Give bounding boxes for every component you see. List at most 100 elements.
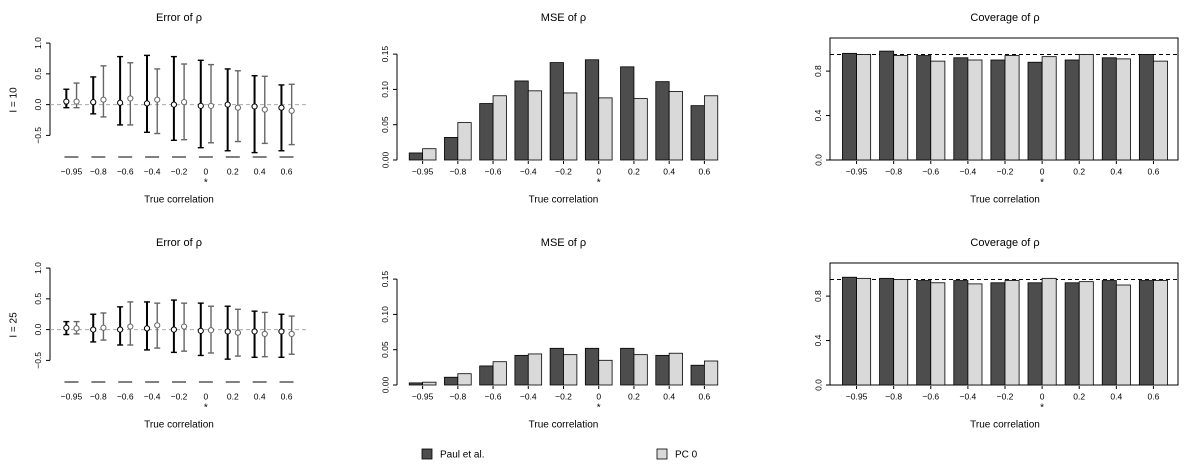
x-tick-label: 0.2 <box>1073 391 1085 401</box>
bar <box>703 95 719 161</box>
y-tick-label: −0.5 <box>33 127 43 144</box>
point <box>261 330 268 338</box>
x-tick-label: 0.2 <box>1073 166 1085 176</box>
bar <box>479 103 494 161</box>
bar <box>598 97 613 161</box>
y-tick-label: 0.8 <box>813 65 823 77</box>
bar <box>1101 57 1117 161</box>
x-tick-label: −0.8 <box>90 391 107 401</box>
point <box>90 99 97 106</box>
bar <box>633 354 648 386</box>
x-tick-label: 0.2 <box>628 166 640 176</box>
y-tick-label: 0.10 <box>380 306 390 323</box>
y-tick-label: 0.5 <box>33 68 43 80</box>
bar <box>967 283 983 386</box>
y-tick-label: 0.8 <box>813 290 823 302</box>
y-tick-label: 0.0 <box>813 154 823 166</box>
point <box>278 328 285 335</box>
panel-title: Coverage of ρ <box>970 237 1039 249</box>
x-tick-label: 0.2 <box>227 166 239 176</box>
bar <box>856 277 872 386</box>
legend-label: PC 0 <box>675 450 698 461</box>
x-tick-label: 0.6 <box>698 166 710 176</box>
bar <box>953 280 969 386</box>
x-tick-label: −0.2 <box>171 166 188 176</box>
x-tick-label: −0.95 <box>846 391 868 401</box>
bar <box>916 55 932 161</box>
bar <box>527 90 543 161</box>
bar <box>930 60 946 161</box>
bar <box>967 59 983 161</box>
point <box>63 98 70 105</box>
bar <box>1101 280 1117 386</box>
y-tick-label: 0.5 <box>33 293 43 305</box>
x-tick-label: 0 <box>1040 166 1045 176</box>
annotation: * <box>1040 403 1044 414</box>
x-tick-label: 0.6 <box>1148 391 1160 401</box>
panel-title: Error of ρ <box>156 237 202 249</box>
y-tick-label: 0.4 <box>813 109 823 121</box>
row-label: I = 25 <box>9 312 20 338</box>
x-tick-label: 0 <box>1040 391 1045 401</box>
y-tick-label: 0.0 <box>33 323 43 335</box>
point <box>261 106 268 113</box>
bar <box>408 152 424 161</box>
x-tick-label: −0.4 <box>520 166 537 176</box>
y-tick-label: 0.0 <box>813 379 823 391</box>
bar <box>457 122 472 161</box>
point <box>73 325 80 332</box>
x-tick-label: −0.2 <box>555 166 572 176</box>
x-axis-label: True correlation <box>970 195 1040 206</box>
point <box>117 326 124 333</box>
y-tick-label: 1.0 <box>33 262 43 274</box>
y-tick-label: 0.10 <box>380 81 390 98</box>
y-tick-label: 1.0 <box>33 37 43 49</box>
point <box>234 104 241 111</box>
point <box>251 103 258 110</box>
bar <box>655 354 670 386</box>
panel-title: Error of ρ <box>156 12 202 24</box>
bar <box>527 353 543 386</box>
bar <box>690 364 705 386</box>
x-tick-label: −0.6 <box>485 391 502 401</box>
point <box>170 326 177 333</box>
point <box>181 99 188 106</box>
x-axis-label: True correlation <box>970 420 1040 431</box>
point <box>154 322 161 329</box>
x-tick-label: 0.4 <box>663 166 675 176</box>
x-tick-label: −0.2 <box>997 166 1014 176</box>
bar <box>1027 282 1043 386</box>
bar <box>842 52 857 161</box>
bar <box>916 280 932 386</box>
bar <box>633 98 648 161</box>
x-tick-label: 0.6 <box>698 391 710 401</box>
x-tick-label: 0.4 <box>254 166 266 176</box>
point <box>234 329 241 336</box>
x-tick-label: 0.2 <box>227 391 239 401</box>
bar <box>492 95 507 161</box>
bar <box>842 276 857 386</box>
x-tick-label: −0.8 <box>885 166 902 176</box>
x-tick-label: −0.95 <box>412 166 434 176</box>
bar <box>1004 55 1020 161</box>
legend-label: Paul et al. <box>440 450 484 461</box>
bar <box>620 66 635 161</box>
point <box>127 95 134 102</box>
bar <box>893 55 909 161</box>
x-tick-label: −0.4 <box>144 391 161 401</box>
point <box>288 107 295 114</box>
bar <box>990 282 1006 386</box>
annotation: * <box>597 178 601 189</box>
point <box>100 96 107 103</box>
point <box>143 100 151 107</box>
bar <box>856 54 872 161</box>
bar <box>1027 61 1043 161</box>
bar <box>930 282 946 386</box>
x-tick-label: −0.6 <box>922 391 939 401</box>
point <box>127 323 134 330</box>
bar <box>1041 277 1057 386</box>
x-tick-label: 0 <box>204 166 209 176</box>
panel-title: Coverage of ρ <box>970 12 1039 24</box>
bar <box>563 92 578 161</box>
x-tick-label: 0.2 <box>628 391 640 401</box>
